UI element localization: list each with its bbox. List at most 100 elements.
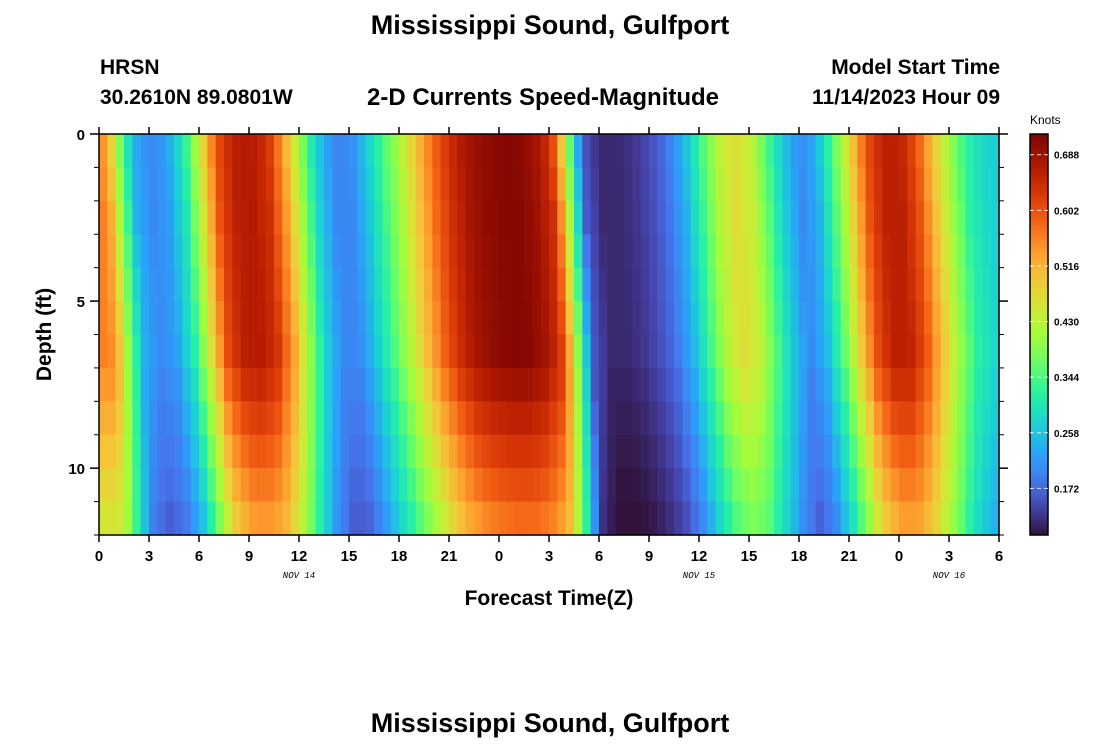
heatmap-cell <box>699 134 708 169</box>
heatmap-cell <box>665 234 675 269</box>
heatmap-cell <box>515 334 525 369</box>
heatmap-cell <box>907 401 917 436</box>
heatmap-cell <box>499 134 508 169</box>
heatmap-cell <box>499 401 508 436</box>
heatmap-cell <box>624 401 633 436</box>
heatmap-cell <box>149 501 158 536</box>
heatmap-cell <box>432 501 442 536</box>
heatmap-cell <box>557 434 567 469</box>
heatmap-cell <box>157 367 167 402</box>
heatmap-cell <box>324 301 333 336</box>
heatmap-cell <box>757 401 767 436</box>
heatmap-cell <box>424 200 433 235</box>
heatmap-cell <box>174 434 183 469</box>
heatmap-cell <box>224 468 233 503</box>
heatmap-cell <box>174 200 183 235</box>
heatmap-cell <box>799 334 808 369</box>
heatmap-cell <box>699 501 708 536</box>
heatmap-cell <box>774 134 783 169</box>
heatmap-cell <box>757 334 767 369</box>
heatmap-cell <box>199 434 208 469</box>
heatmap-cell <box>774 401 783 436</box>
heatmap-cell <box>832 434 842 469</box>
heatmap-cell <box>449 334 458 369</box>
heatmap-cell <box>140 200 150 235</box>
heatmap-cell <box>690 134 700 169</box>
x-tick-label: 6 <box>595 548 603 565</box>
heatmap-cell <box>649 434 658 469</box>
heatmap-cell <box>490 367 500 402</box>
heatmap-cell <box>790 134 800 169</box>
heatmap-cell <box>790 301 800 336</box>
heatmap-cell <box>749 200 758 235</box>
heatmap-cell <box>899 200 908 235</box>
heatmap-cell <box>640 401 650 436</box>
heatmap-cell <box>265 301 275 336</box>
heatmap-cell <box>107 267 117 302</box>
heatmap-cell <box>849 367 858 402</box>
heatmap-cell <box>399 267 408 302</box>
heatmap-cell <box>882 200 892 235</box>
heatmap-cell <box>649 301 658 336</box>
heatmap-cell <box>457 234 467 269</box>
heatmap-cell <box>682 501 692 536</box>
heatmap-cell <box>624 301 633 336</box>
heatmap-cell <box>382 167 392 202</box>
heatmap-cell <box>757 434 767 469</box>
heatmap-cell <box>165 401 175 436</box>
heatmap-cell <box>507 134 517 169</box>
heatmap-cell <box>540 134 550 169</box>
heatmap-cell <box>657 301 667 336</box>
heatmap-cell <box>774 468 783 503</box>
heatmap-cell <box>482 301 492 336</box>
heatmap-cell <box>240 367 250 402</box>
heatmap-cell <box>482 200 492 235</box>
heatmap-cell <box>807 434 817 469</box>
heatmap-cell <box>124 301 133 336</box>
heatmap-cell <box>807 200 817 235</box>
heatmap-cell <box>282 267 292 302</box>
heatmap-cell <box>215 200 225 235</box>
heatmap-cell <box>599 301 608 336</box>
heatmap-cell <box>357 200 367 235</box>
heatmap-cell <box>840 234 850 269</box>
heatmap-cell <box>424 367 433 402</box>
heatmap-cell <box>982 401 992 436</box>
heatmap-cell <box>115 301 125 336</box>
heatmap-cell <box>290 468 300 503</box>
heatmap-cell <box>132 134 142 169</box>
heatmap-cell <box>949 334 958 369</box>
heatmap-cell <box>332 134 342 169</box>
heatmap-cell <box>465 401 475 436</box>
heatmap-cell <box>707 401 717 436</box>
heatmap-cell <box>790 200 800 235</box>
heatmap-cell <box>949 167 958 202</box>
heatmap-cell <box>957 134 967 169</box>
heatmap-cell <box>290 134 300 169</box>
heatmap-cell <box>224 367 233 402</box>
heatmap-cell <box>407 367 417 402</box>
heatmap-cell <box>782 434 792 469</box>
heatmap-cell <box>282 167 292 202</box>
heatmap-cell <box>507 301 517 336</box>
heatmap-cell <box>349 167 358 202</box>
heatmap-cell <box>724 434 733 469</box>
heatmap-cell <box>924 234 933 269</box>
heatmap-cell <box>824 501 833 536</box>
heatmap-cell <box>399 200 408 235</box>
heatmap-cell <box>982 301 992 336</box>
heatmap-cell <box>224 334 233 369</box>
heatmap-cell <box>357 468 367 503</box>
heatmap-cell <box>724 334 733 369</box>
heatmap-cell <box>307 501 317 536</box>
heatmap-cell <box>482 167 492 202</box>
heatmap-cell <box>365 334 375 369</box>
heatmap-cell <box>124 234 133 269</box>
heatmap-cell <box>365 167 375 202</box>
heatmap-cell <box>124 134 133 169</box>
heatmap-cell <box>324 134 333 169</box>
heatmap-cell <box>949 234 958 269</box>
heatmap-cell <box>407 501 417 536</box>
heatmap-cell <box>399 401 408 436</box>
heatmap-cell <box>490 468 500 503</box>
